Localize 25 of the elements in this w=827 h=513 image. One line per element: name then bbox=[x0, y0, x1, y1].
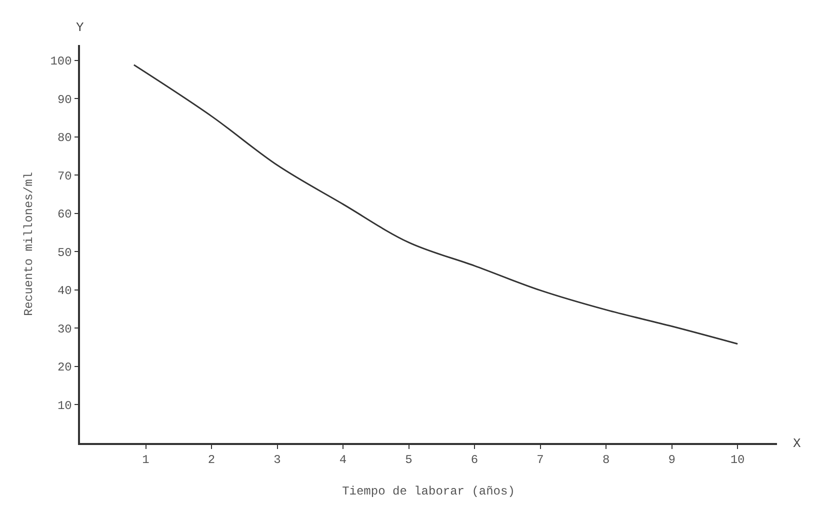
x-tick-label: 10 bbox=[730, 453, 745, 468]
y-tick-label: 50 bbox=[57, 246, 72, 260]
x-tick-label: 2 bbox=[208, 453, 216, 468]
x-tick-label: 7 bbox=[536, 453, 544, 468]
y-tick-label: 40 bbox=[57, 284, 72, 298]
y-tick-label: 60 bbox=[57, 208, 72, 222]
y-axis-title: Recuento millones/ml bbox=[22, 172, 36, 316]
line-series bbox=[133, 64, 738, 345]
x-tick-label: 5 bbox=[405, 453, 412, 468]
y-tick-label: 10 bbox=[57, 398, 72, 413]
x-axis-title: Tiempo de laborar (años) bbox=[342, 484, 515, 499]
x-tick-label: 6 bbox=[470, 453, 478, 468]
y-tick-label: 100 bbox=[50, 54, 72, 69]
text: Y bbox=[76, 20, 84, 35]
y-tick-label: 20 bbox=[57, 360, 72, 375]
y-tick-label: 80 bbox=[57, 131, 72, 146]
y-tick-label: 90 bbox=[57, 92, 72, 107]
x-tick-label: 4 bbox=[339, 453, 347, 468]
x-tick-label: 1 bbox=[142, 453, 150, 468]
y-tick-label: 30 bbox=[57, 322, 72, 336]
x-tick-label: 3 bbox=[274, 453, 281, 468]
x-tick-label: 8 bbox=[602, 453, 610, 468]
x-tick-label: 9 bbox=[668, 453, 676, 468]
text: X bbox=[793, 436, 801, 451]
y-tick-label: 70 bbox=[57, 169, 72, 184]
